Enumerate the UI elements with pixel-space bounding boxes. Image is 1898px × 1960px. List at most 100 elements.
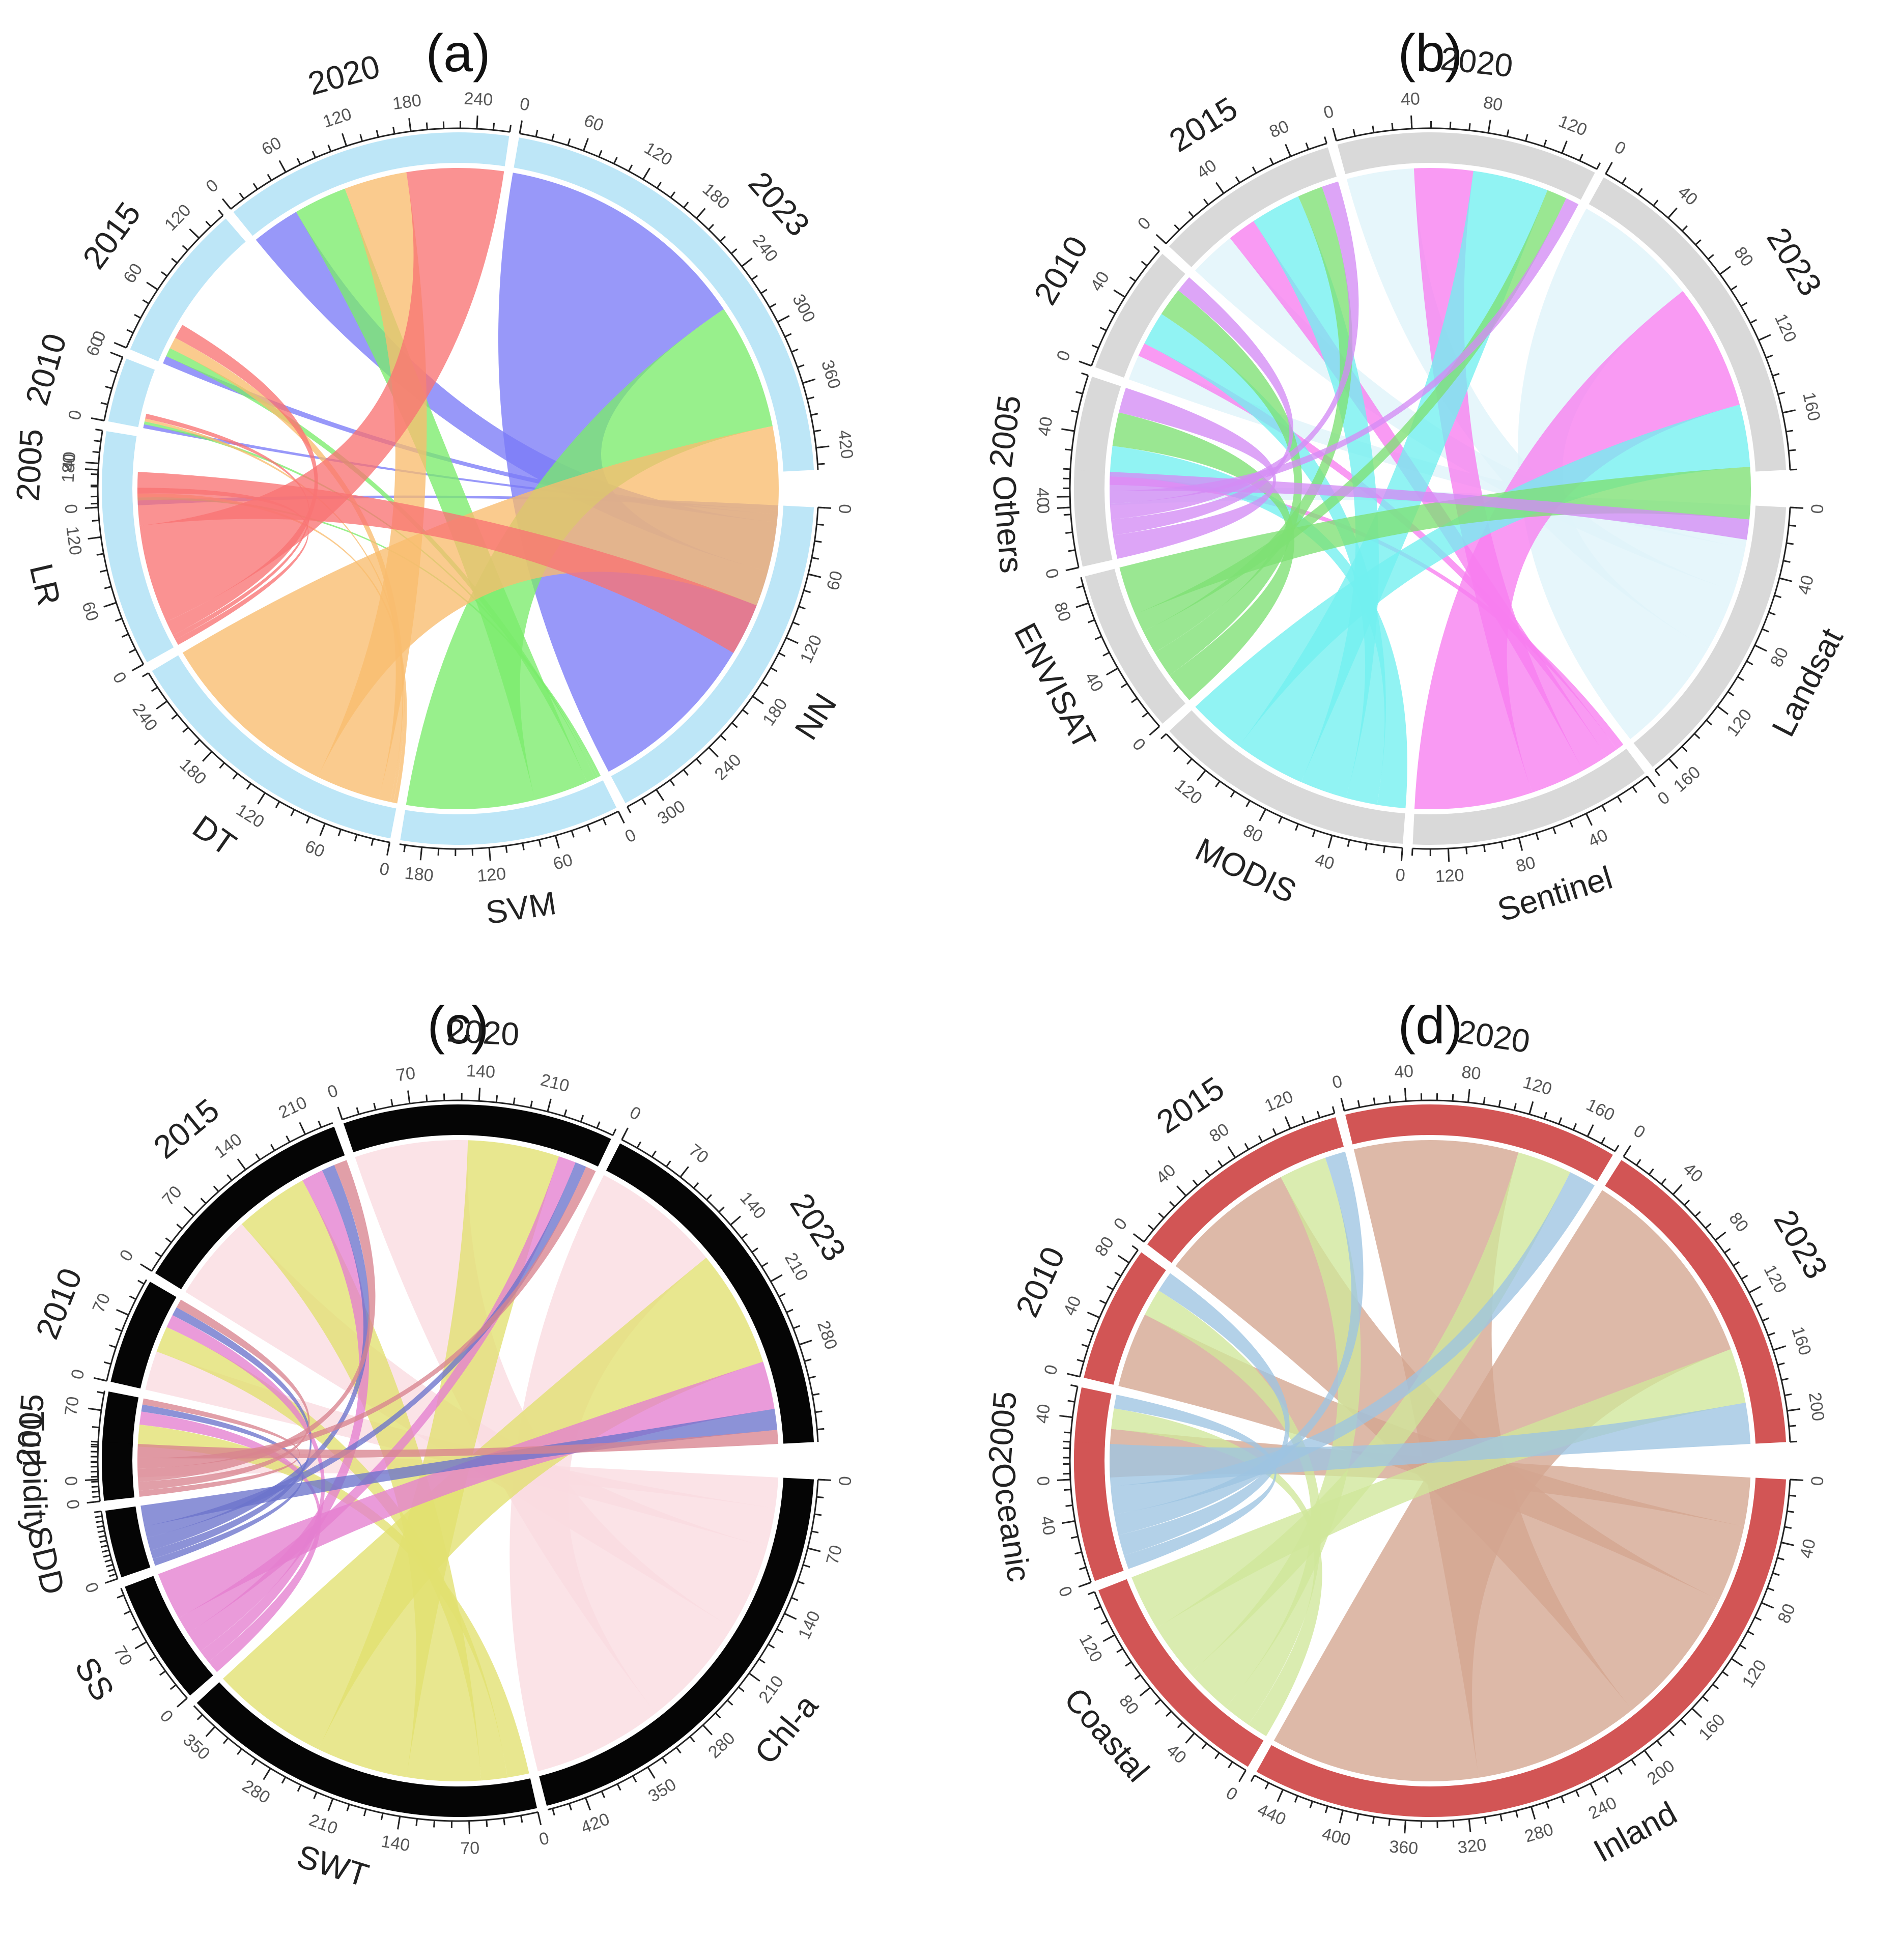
tick-label: 320: [1457, 1835, 1487, 1858]
tick-label: 0: [1630, 1121, 1649, 1142]
tick-label: 0: [1330, 1071, 1344, 1092]
minor-tick: [91, 1476, 98, 1477]
major-tick: [1469, 1819, 1470, 1832]
major-tick: [1066, 567, 1079, 571]
minor-tick: [93, 451, 100, 452]
major-tick: [479, 1088, 480, 1101]
minor-tick: [817, 524, 824, 525]
minor-tick: [770, 304, 776, 307]
minor-tick: [617, 1784, 620, 1791]
minor-tick: [1302, 1116, 1305, 1123]
minor-tick: [1253, 167, 1256, 173]
tick-label: 0: [1807, 1475, 1827, 1486]
minor-tick: [1762, 1318, 1769, 1321]
minor-tick: [94, 1511, 101, 1512]
tick-label: 280: [813, 1318, 841, 1352]
panel-label: (a): [426, 24, 490, 83]
minor-tick: [109, 1574, 116, 1576]
tick-label: 300: [788, 291, 819, 326]
major-tick: [709, 747, 718, 757]
major-tick: [1749, 1287, 1761, 1293]
minor-tick: [271, 1145, 274, 1151]
minor-tick: [814, 430, 821, 431]
minor-tick: [100, 1541, 107, 1542]
minor-tick: [1604, 1776, 1608, 1782]
major-tick: [85, 507, 98, 508]
major-tick: [1216, 183, 1224, 193]
tick-label: 80: [1514, 853, 1538, 876]
minor-tick: [1731, 286, 1737, 290]
minor-tick: [1682, 226, 1687, 231]
minor-tick: [1174, 747, 1179, 752]
minor-tick: [1636, 1159, 1640, 1165]
major-tick: [1328, 835, 1332, 848]
minor-tick: [506, 846, 507, 853]
minor-tick: [102, 1550, 109, 1552]
tick-label: 0: [1110, 1214, 1131, 1234]
major-tick: [1673, 1185, 1682, 1195]
minor-tick: [404, 845, 405, 852]
minor-tick: [1786, 431, 1793, 432]
minor-tick: [1392, 123, 1393, 130]
tick-label: 200: [1805, 1391, 1828, 1422]
sector-label: Coastal: [1057, 1681, 1156, 1788]
minor-tick: [1107, 1286, 1113, 1290]
minor-tick: [1135, 1675, 1141, 1679]
major-tick: [1787, 1409, 1800, 1411]
minor-tick: [355, 834, 357, 841]
minor-tick: [1132, 1246, 1138, 1250]
tick-label: 160: [1670, 762, 1705, 796]
major-tick: [1782, 410, 1795, 413]
minor-tick: [1101, 1621, 1108, 1624]
major-tick: [1140, 1688, 1150, 1696]
major-tick: [1228, 1147, 1235, 1158]
major-tick: [1762, 1603, 1774, 1608]
minor-tick: [129, 649, 136, 652]
minor-tick: [1068, 1401, 1075, 1402]
minor-tick: [1570, 821, 1572, 828]
sector-label: LR: [22, 560, 68, 609]
major-tick: [1057, 507, 1070, 508]
minor-tick: [306, 817, 309, 823]
tick-label: 40: [1060, 1293, 1085, 1319]
major-tick: [1562, 141, 1567, 153]
minor-tick: [1071, 1537, 1078, 1538]
minor-tick: [172, 715, 178, 719]
minor-tick: [569, 1804, 571, 1810]
tick-label: 180: [391, 91, 422, 113]
minor-tick: [523, 843, 524, 850]
sector-2015: 0601202015: [75, 195, 246, 361]
minor-tick: [1265, 1783, 1268, 1789]
tick-label: 0: [1033, 1475, 1053, 1486]
minor-tick: [1655, 770, 1660, 776]
sector-label: 2010: [18, 329, 74, 409]
major-tick: [1717, 706, 1728, 715]
tick-label: 40: [1037, 1515, 1059, 1537]
minor-tick: [1633, 787, 1637, 793]
minor-tick: [1076, 392, 1083, 394]
minor-tick: [91, 503, 98, 504]
major-tick: [338, 1107, 342, 1120]
chord-links: [137, 168, 779, 809]
tick-label: 80: [1482, 93, 1504, 115]
major-tick: [1755, 645, 1767, 651]
minor-tick: [223, 1738, 228, 1744]
major-tick: [132, 664, 144, 671]
tick-label: 40: [1193, 156, 1220, 183]
major-tick: [206, 1727, 215, 1737]
minor-tick: [182, 245, 188, 250]
major-tick: [1647, 776, 1655, 787]
tick-label: 60: [551, 850, 575, 874]
minor-tick: [1597, 163, 1600, 169]
tick-label: 210: [755, 1672, 787, 1707]
tick-label: 120: [1723, 705, 1756, 740]
minor-tick: [1654, 200, 1658, 206]
minor-tick: [1170, 1202, 1175, 1207]
major-tick: [1692, 1709, 1702, 1718]
major-tick: [177, 1698, 187, 1707]
major-tick: [398, 1816, 400, 1830]
minor-tick: [347, 1804, 349, 1811]
